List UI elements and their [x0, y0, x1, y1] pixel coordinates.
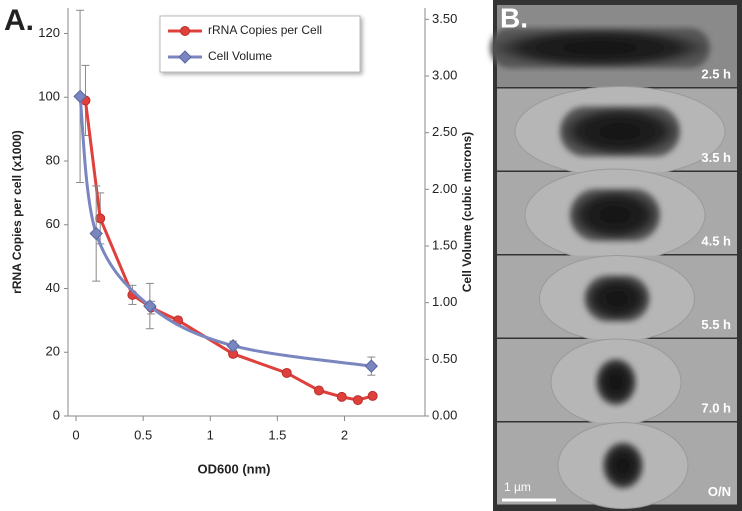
y2-tick-label: 1.00 — [432, 294, 457, 309]
circle-marker — [95, 213, 106, 224]
y2-tick-label: 3.00 — [432, 67, 457, 82]
series-line — [78, 96, 372, 368]
y-tick-label: 100 — [38, 89, 60, 104]
y2-tick-label: 3.50 — [432, 11, 457, 26]
time-label: 3.5 h — [701, 150, 731, 165]
scale-bar-label: 1 µm — [504, 480, 531, 494]
cell-body — [584, 275, 650, 322]
y-tick-label: 40 — [46, 280, 60, 295]
diamond-marker — [73, 89, 87, 104]
y-tick-label: 0 — [53, 407, 60, 422]
diamond-marker — [226, 339, 240, 353]
y2-tick-label: 2.00 — [432, 181, 457, 196]
circle-marker — [313, 385, 324, 396]
panel-label: B. — [500, 2, 528, 33]
diamond-marker — [364, 359, 379, 373]
y-tick-label: 80 — [46, 152, 60, 167]
y2-axis-title: Cell Volume (cubic microns) — [460, 132, 474, 292]
legend-label: Cell Volume — [208, 49, 272, 63]
legend-marker — [180, 26, 190, 36]
time-label: 2.5 h — [701, 66, 731, 81]
x-axis-title: OD600 (nm) — [198, 461, 271, 476]
micrograph-panel: 2.5 h 3.5 h 4.5 h 5.5 h 7.0 h O/N B. 1 µm — [490, 0, 742, 511]
legend-marker — [178, 50, 192, 64]
cell-body — [570, 189, 660, 241]
diamond-marker — [89, 226, 103, 241]
time-label: 4.5 h — [701, 233, 731, 248]
diamond-marker — [143, 299, 157, 313]
legend-label: rRNA Copies per Cell — [208, 23, 322, 37]
y-tick-label: 60 — [46, 216, 60, 231]
circle-marker — [367, 390, 378, 401]
circle-marker — [336, 391, 347, 402]
panel-label: A. — [4, 4, 34, 37]
cell-body — [490, 28, 710, 68]
x-tick-label: 0 — [72, 427, 79, 442]
cell-body — [560, 106, 680, 157]
y-axis-title: rRNA Copies per cell (x1000) — [10, 130, 24, 294]
y-tick-label: 20 — [46, 344, 60, 359]
time-label: 7.0 h — [701, 400, 731, 415]
y2-tick-label: 2.50 — [432, 124, 457, 139]
x-tick-label: 2 — [341, 427, 348, 442]
circle-marker — [352, 395, 363, 406]
y-tick-label: 120 — [38, 25, 60, 40]
y2-tick-label: 1.50 — [432, 237, 457, 252]
y2-tick-label: 0.50 — [432, 351, 457, 366]
circle-marker — [281, 367, 292, 378]
x-tick-label: 0.5 — [134, 427, 152, 442]
time-label: O/N — [708, 484, 731, 499]
time-label: 5.5 h — [701, 317, 731, 332]
legend-box — [159, 15, 361, 73]
x-tick-label: 1.5 — [268, 427, 286, 442]
x-tick-label: 1 — [207, 427, 214, 442]
cell-body — [596, 359, 636, 405]
y2-tick-label: 0.00 — [432, 407, 457, 422]
cell-body — [603, 442, 643, 489]
